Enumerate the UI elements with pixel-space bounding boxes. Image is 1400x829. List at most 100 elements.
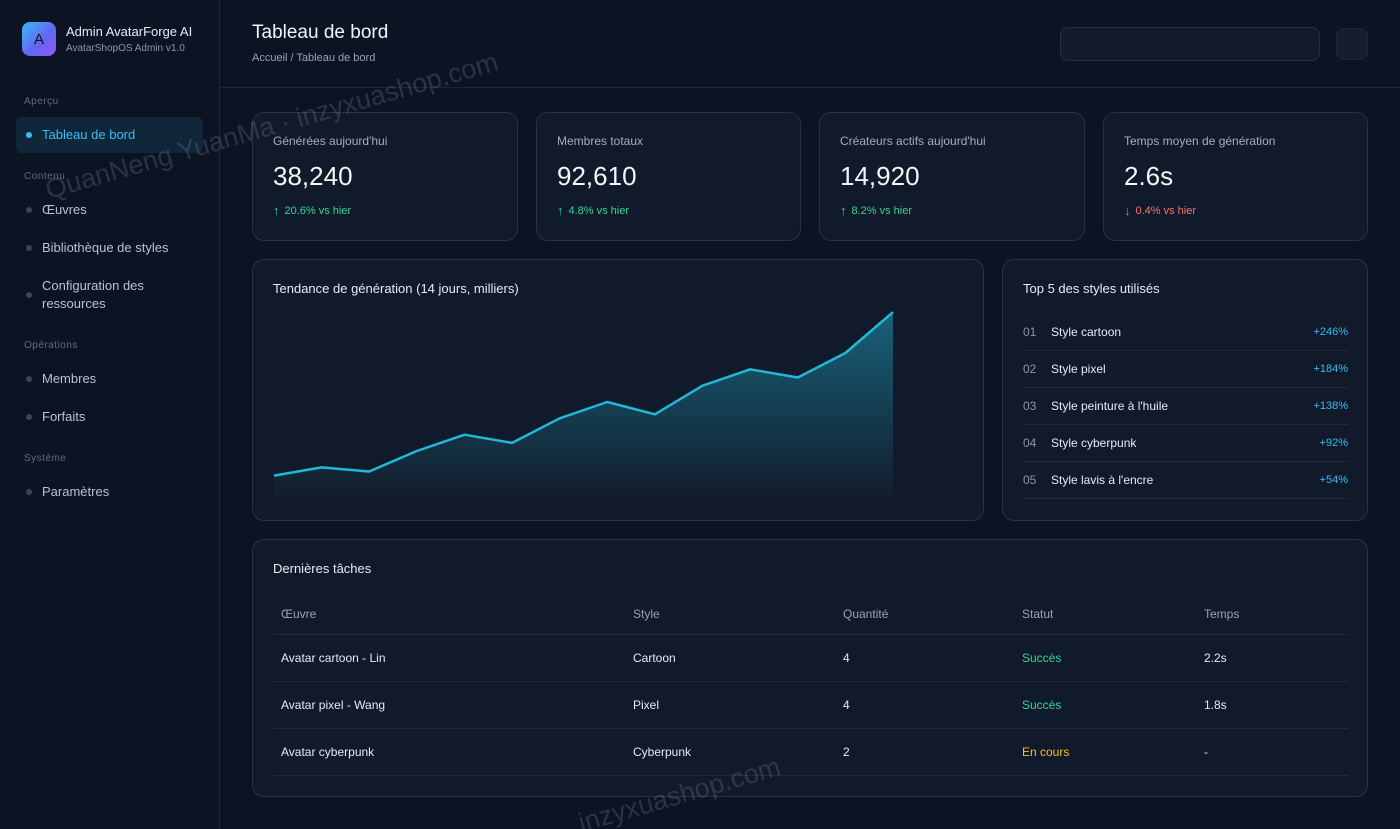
style-growth: +92%: [1319, 437, 1348, 449]
sidebar-item-members[interactable]: Membres: [16, 361, 203, 397]
list-item[interactable]: 04 Style cyberpunk +92%: [1023, 425, 1348, 462]
stat-card-generated: Générées aujourd'hui 38,240 ↑ 20.6% vs h…: [252, 112, 518, 241]
sidebar-item-label: Œuvres: [42, 202, 87, 217]
series-area: [274, 312, 893, 496]
data-point[interactable]: [604, 399, 610, 405]
cell-work: Avatar pixel - Wang: [281, 698, 386, 712]
sidebar-item-works[interactable]: Œuvres: [16, 192, 203, 228]
data-point[interactable]: [414, 448, 420, 454]
sidebar-item-resource-config[interactable]: Configuration des ressources: [16, 272, 176, 318]
cell-style: Cyberpunk: [633, 745, 692, 759]
data-point[interactable]: [366, 469, 372, 475]
sidebar-item-label: Tableau de bord: [42, 127, 136, 142]
stat-delta-text: 8.2% vs hier: [851, 204, 913, 217]
sidebar-item-label: Membres: [42, 371, 97, 386]
data-point[interactable]: [319, 464, 325, 470]
bullet-icon: [26, 207, 32, 213]
column-header[interactable]: Statut: [1022, 607, 1054, 621]
bullet-icon: [26, 489, 32, 495]
table-header: Œuvre Style Quantité Statut Temps: [273, 594, 1348, 635]
stat-label: Membres totaux: [557, 134, 644, 148]
bullet-icon: [26, 132, 32, 138]
sidebar: A Admin AvatarForge AI AvatarShopOS Admi…: [0, 0, 220, 829]
arrow-down-icon: ↓: [1124, 203, 1131, 218]
column-header[interactable]: Style: [633, 607, 660, 621]
list-item[interactable]: 05 Style lavis à l'encre +54%: [1023, 462, 1348, 499]
stat-label: Créateurs actifs aujourd'hui: [840, 134, 986, 148]
nav-section-contenu: Contenu: [24, 171, 66, 182]
style-growth: +184%: [1313, 363, 1348, 375]
recent-tasks-card: Dernières tâches Œuvre Style Quantité St…: [252, 539, 1368, 797]
data-point[interactable]: [890, 309, 896, 315]
sidebar-item-dashboard[interactable]: Tableau de bord: [16, 117, 203, 153]
table-row[interactable]: Avatar cyberpunk Cyberpunk 2 En cours -: [273, 729, 1348, 776]
data-point[interactable]: [462, 432, 468, 438]
tasks-table: Œuvre Style Quantité Statut Temps Avatar…: [273, 594, 1348, 776]
data-point[interactable]: [557, 415, 563, 421]
sidebar-item-label: Forfaits: [42, 409, 86, 424]
chart-title: Tendance de génération (14 jours, millie…: [273, 281, 519, 296]
page-title: Tableau de bord: [252, 22, 389, 43]
trend-chart-card: Tendance de génération (14 jours, millie…: [252, 259, 984, 521]
status-badge: Succès: [1022, 698, 1062, 712]
stat-delta: ↓ 0.4% vs hier: [1124, 203, 1196, 218]
data-point[interactable]: [271, 473, 277, 479]
brand-subtitle: AvatarShopOS Admin v1.0: [66, 42, 185, 54]
stat-value: 92,610: [557, 161, 637, 191]
rank: 01: [1023, 325, 1037, 339]
stat-value: 2.6s: [1124, 161, 1174, 191]
bullet-icon: [26, 292, 32, 298]
top-styles-list: 01 Style cartoon +246% 02 Style pixel +1…: [1023, 314, 1348, 499]
list-item[interactable]: 01 Style cartoon +246%: [1023, 314, 1348, 351]
cell-work: Avatar cyberpunk: [281, 745, 375, 759]
sidebar-item-style-library[interactable]: Bibliothèque de styles: [16, 230, 203, 266]
cell-style: Cartoon: [633, 651, 676, 665]
status-badge: Succès: [1022, 651, 1062, 665]
sidebar-item-plans[interactable]: Forfaits: [16, 399, 203, 435]
breadcrumb: Accueil / Tableau de bord: [252, 52, 376, 64]
style-growth: +246%: [1313, 326, 1348, 338]
header-action-button[interactable]: [1336, 28, 1368, 60]
data-point[interactable]: [747, 366, 753, 372]
data-point[interactable]: [842, 350, 848, 356]
style-name: Style cartoon: [1051, 325, 1122, 339]
column-header[interactable]: Quantité: [843, 607, 889, 621]
stat-value: 14,920: [840, 161, 920, 191]
data-point[interactable]: [509, 440, 515, 446]
cell-style: Pixel: [633, 698, 660, 712]
table-row[interactable]: Avatar pixel - Wang Pixel 4 Succès 1.8s: [273, 682, 1348, 729]
search-input[interactable]: [1060, 27, 1320, 61]
cell-quantity: 4: [843, 651, 850, 665]
data-point[interactable]: [700, 383, 706, 389]
data-point[interactable]: [795, 375, 801, 381]
sidebar-item-settings[interactable]: Paramètres: [16, 474, 203, 510]
style-growth: +54%: [1319, 474, 1348, 486]
style-name: Style pixel: [1051, 362, 1106, 376]
nav-section-apercu: Aperçu: [24, 96, 59, 107]
stat-card-active-creators: Créateurs actifs aujourd'hui 14,920 ↑ 8.…: [819, 112, 1085, 241]
style-name: Style peinture à l'huile: [1051, 399, 1169, 413]
list-item[interactable]: 03 Style peinture à l'huile +138%: [1023, 388, 1348, 425]
sidebar-item-label: Paramètres: [42, 484, 110, 499]
bullet-icon: [26, 245, 32, 251]
cell-time: 1.8s: [1204, 698, 1227, 712]
bullet-icon: [26, 414, 32, 420]
table-row[interactable]: Avatar cartoon - Lin Cartoon 4 Succès 2.…: [273, 635, 1348, 682]
stat-delta-text: 4.8% vs hier: [568, 204, 630, 217]
cell-work: Avatar cartoon - Lin: [281, 651, 386, 665]
column-header[interactable]: Temps: [1204, 607, 1240, 621]
stat-card-avg-time: Temps moyen de génération 2.6s ↓ 0.4% vs…: [1103, 112, 1368, 241]
data-point[interactable]: [652, 411, 658, 417]
column-header[interactable]: Œuvre: [281, 607, 317, 621]
stat-value: 38,240: [273, 161, 353, 191]
cell-quantity: 4: [843, 698, 850, 712]
cell-time: -: [1204, 745, 1208, 759]
stat-label: Générées aujourd'hui: [273, 134, 388, 148]
logo: A: [22, 22, 56, 56]
list-item[interactable]: 02 Style pixel +184%: [1023, 351, 1348, 388]
style-name: Style cyberpunk: [1051, 436, 1137, 450]
style-name: Style lavis à l'encre: [1051, 473, 1154, 487]
stat-delta: ↑ 8.2% vs hier: [840, 203, 912, 218]
rank: 02: [1023, 362, 1037, 376]
rank: 03: [1023, 399, 1037, 413]
